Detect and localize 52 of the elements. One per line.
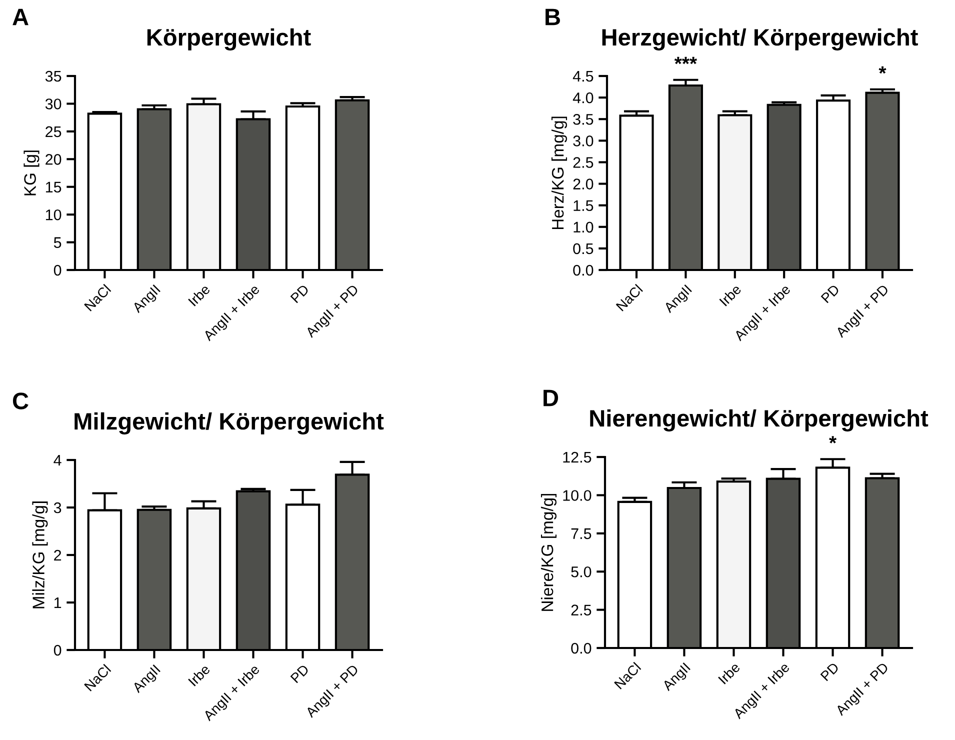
x-tick-label: PD — [290, 284, 310, 304]
x-tick-label: Irbe — [718, 284, 742, 306]
y-tick-label: 2.5 — [571, 604, 592, 616]
x-tick-label: Irbe — [188, 284, 211, 306]
x-tick-label: Irbe — [718, 662, 741, 684]
chart-title: Herzgewicht/ Körpergewicht — [602, 28, 918, 50]
y-tick-label: 35 — [45, 70, 62, 82]
annotation: *** — [674, 56, 698, 64]
y-tick-label: 0.0 — [571, 642, 592, 654]
text: A — [12, 8, 28, 26]
y-tick-label: 0.5 — [573, 243, 594, 254]
y-tick-label: 2.5 — [573, 157, 594, 168]
annotation: * — [878, 66, 886, 74]
y-axis-title: Milz/KG [mg/g] — [32, 502, 48, 608]
y-axis-title: Niere/KG [mg/g] — [540, 494, 557, 611]
y-tick-label: 0.0 — [573, 264, 594, 276]
y-tick-label: 12.5 — [563, 452, 592, 463]
y-tick-label: 0 — [54, 264, 62, 276]
text: C — [12, 392, 28, 410]
y-tick-label: 4 — [54, 455, 62, 466]
y-tick-label: 4.0 — [572, 92, 594, 104]
x-tick-label: Irbe — [188, 664, 211, 686]
x-tick-label: PD — [820, 284, 840, 304]
y-tick-label: 2 — [54, 550, 62, 561]
text: B — [546, 8, 560, 26]
y-tick-label: 5 — [54, 237, 62, 248]
y-tick-label: 3.0 — [573, 136, 594, 146]
x-tick-label: PD — [820, 662, 840, 682]
y-tick-label: 1.5 — [574, 200, 594, 212]
y-tick-label: 3 — [54, 502, 62, 514]
y-tick-label: 3.5 — [573, 114, 594, 125]
y-tick-label: 1.0 — [574, 222, 594, 233]
y-tick-label: 30 — [45, 98, 62, 110]
y-axis-title: KG [g] — [24, 150, 40, 196]
y-tick-label: 2.0 — [573, 178, 594, 190]
y-tick-label: 1 — [54, 598, 62, 608]
y-tick-label: 25 — [46, 126, 62, 138]
y-tick-label: 5.0 — [571, 566, 592, 578]
y-tick-label: 10 — [46, 209, 62, 220]
annotation: * — [829, 436, 837, 444]
chart-title: Körpergewicht — [147, 28, 311, 50]
chart-title: Milzgewicht/ Körpergewicht — [74, 412, 384, 434]
y-axis-title: Herz/KG [mg/g] — [551, 116, 568, 230]
text: D — [544, 390, 558, 406]
y-tick-label: 4.5 — [572, 71, 594, 82]
y-tick-label: 15 — [46, 182, 62, 193]
x-tick-label: PD — [290, 664, 310, 684]
y-tick-label: 0 — [54, 644, 62, 656]
y-tick-label: 7.5 — [571, 528, 592, 540]
y-tick-label: 20 — [46, 154, 62, 165]
chart-title: Nierengewicht/ Körpergewicht — [590, 409, 928, 432]
y-tick-label: 10.0 — [563, 490, 592, 501]
